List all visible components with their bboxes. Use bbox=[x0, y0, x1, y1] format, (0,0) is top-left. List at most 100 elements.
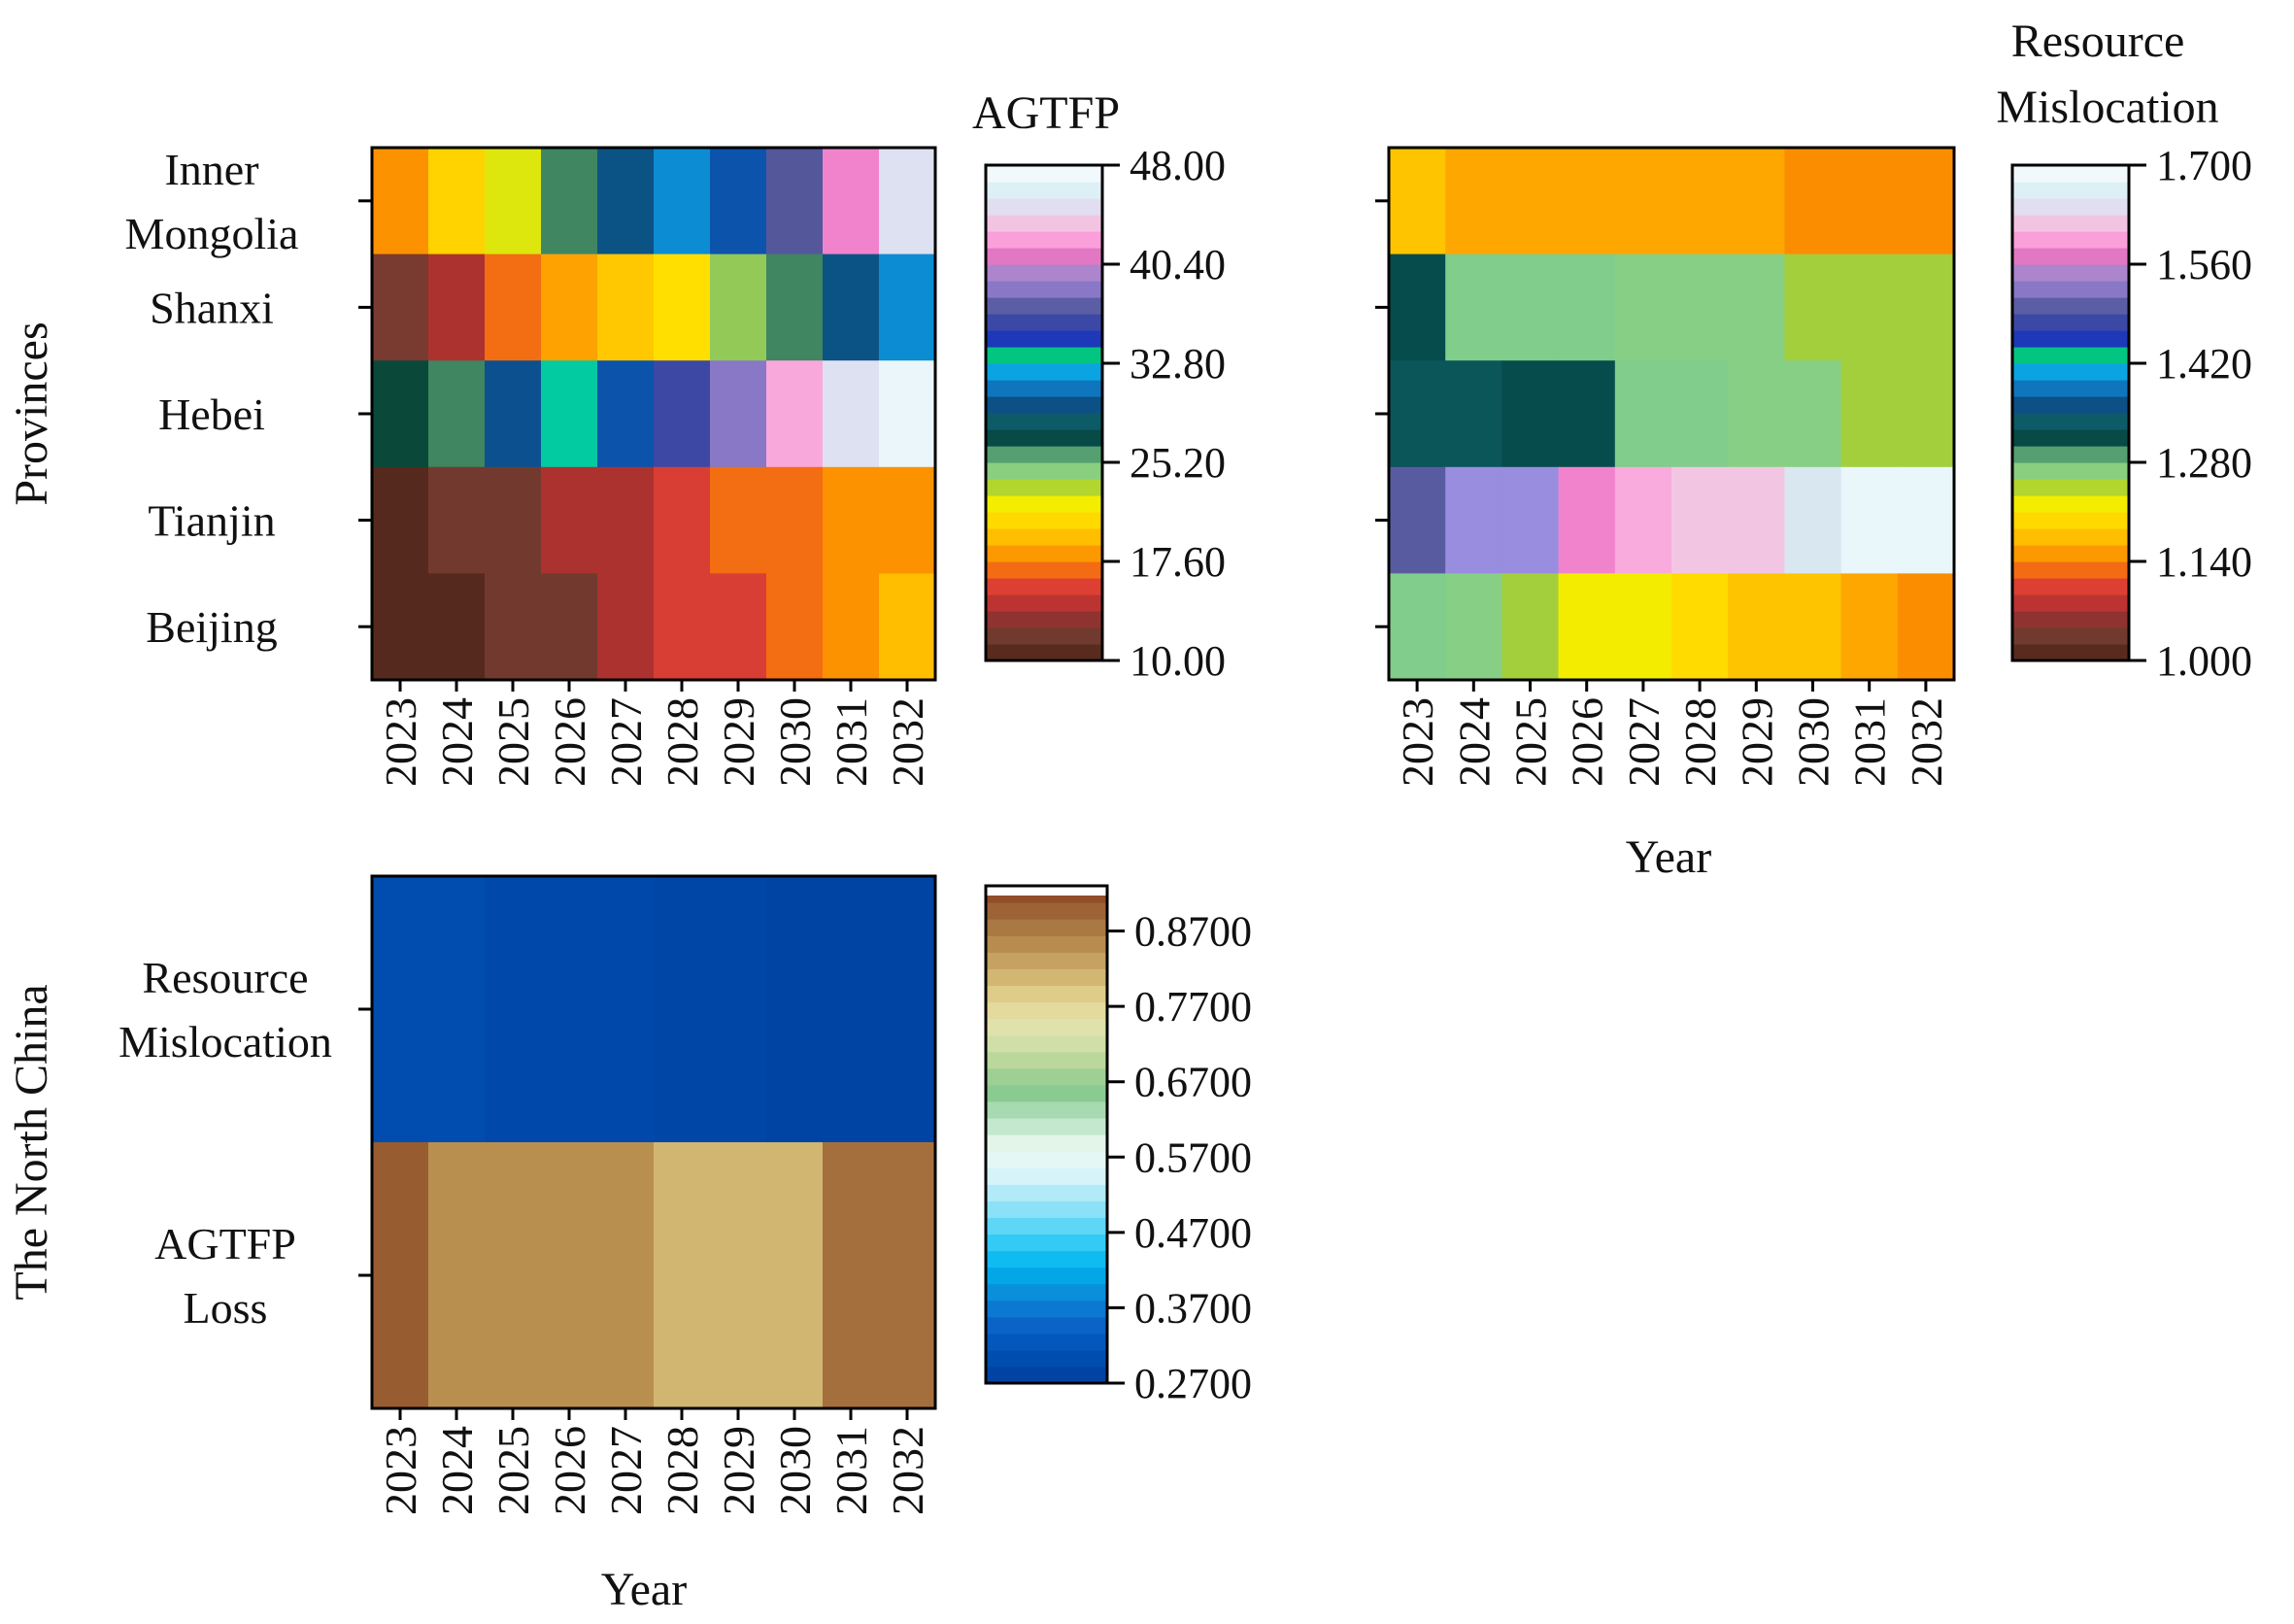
heatmap-cell bbox=[710, 148, 767, 255]
heatmap-agtfp-frame bbox=[370, 146, 937, 682]
heatmap-cell bbox=[1671, 254, 1729, 361]
x-tick-label: 2028 bbox=[1675, 697, 1725, 787]
y-tick-label: Mongolia bbox=[125, 209, 299, 258]
heatmap-cell bbox=[1840, 573, 1899, 681]
colorbar-band bbox=[2012, 396, 2129, 414]
heatmap-cell bbox=[766, 573, 824, 681]
heatmap-cell bbox=[1558, 466, 1616, 574]
x-tick-label: 2032 bbox=[883, 1426, 932, 1515]
colorbar-band bbox=[2012, 429, 2129, 447]
y-axis-title-north-china: The North China bbox=[6, 984, 57, 1300]
colorbar-band bbox=[2012, 479, 2129, 496]
heatmap-cell bbox=[1671, 148, 1729, 255]
y-tick-label: Tianjin bbox=[148, 496, 275, 546]
x-tick-label: 2026 bbox=[1563, 697, 1612, 787]
x-tick-label: 2028 bbox=[658, 697, 707, 787]
colorbar-resource-mislocation-frame bbox=[2010, 163, 2131, 662]
heatmap-cell bbox=[597, 148, 655, 255]
colorbar-tick-label: 1.700 bbox=[2156, 142, 2252, 189]
heatmap-cell bbox=[1840, 466, 1899, 574]
colorbar-band bbox=[986, 1333, 1107, 1351]
heatmap-cell bbox=[428, 876, 486, 1143]
heatmap-cell bbox=[1558, 360, 1616, 468]
heatmap-cell bbox=[428, 1142, 486, 1409]
colorbar-band bbox=[986, 380, 1102, 397]
colorbar-band bbox=[986, 952, 1107, 969]
colorbar-band bbox=[2012, 561, 2129, 579]
heatmap-cell bbox=[1558, 254, 1616, 361]
heatmap-cell bbox=[766, 1142, 824, 1409]
colorbar-band bbox=[986, 297, 1102, 315]
colorbar-band bbox=[986, 1067, 1107, 1086]
colorbar-band bbox=[2012, 611, 2129, 628]
x-tick-label: 2025 bbox=[489, 1426, 538, 1515]
heatmap-cell bbox=[1897, 573, 1955, 681]
colorbar-band bbox=[986, 1201, 1107, 1218]
y-tick-label: Inner bbox=[164, 145, 258, 194]
heatmap-cell bbox=[879, 360, 936, 468]
colorbar-band bbox=[2012, 495, 2129, 513]
colorbar-band bbox=[2012, 215, 2129, 232]
heatmap-cell bbox=[823, 876, 880, 1143]
heatmap-cell bbox=[1671, 466, 1729, 574]
colorbar-tick-label: 40.40 bbox=[1130, 241, 1226, 288]
x-axis-title-year-top: Year bbox=[1626, 831, 1711, 883]
heatmap-cell bbox=[1784, 466, 1842, 574]
heatmap-cell bbox=[1840, 148, 1899, 255]
colorbar-band bbox=[2012, 594, 2129, 612]
y-tick-label: Hebei bbox=[158, 389, 265, 439]
colorbar-band bbox=[986, 363, 1102, 381]
colorbar-band bbox=[986, 462, 1102, 480]
heatmap-cell bbox=[823, 466, 880, 574]
colorbar-band bbox=[986, 429, 1102, 447]
colorbar-tick-label: 25.20 bbox=[1130, 439, 1226, 487]
colorbar-band bbox=[986, 611, 1102, 628]
colorbar-north-china-bands bbox=[986, 886, 1107, 1384]
heatmap-cell bbox=[766, 876, 824, 1143]
heatmap-cell bbox=[823, 254, 880, 361]
heatmap-cell bbox=[1389, 148, 1446, 255]
heatmap-cell bbox=[879, 573, 936, 681]
colorbar-tick-label: 0.2700 bbox=[1134, 1360, 1252, 1407]
heatmap-cell bbox=[597, 254, 655, 361]
x-tick-label: 2029 bbox=[714, 697, 763, 787]
y-tick-label: Beijing bbox=[146, 602, 277, 652]
heatmap-cell bbox=[485, 360, 542, 468]
colorbar-band bbox=[2012, 627, 2129, 645]
x-tick-label: 2023 bbox=[1393, 697, 1442, 787]
colorbar-band bbox=[986, 1300, 1107, 1318]
x-tick-label: 2024 bbox=[1449, 697, 1499, 787]
heatmap-cell bbox=[1501, 360, 1560, 468]
colorbar-band bbox=[2012, 248, 2129, 265]
heatmap-cell bbox=[710, 360, 767, 468]
heatmap-cell bbox=[1840, 360, 1899, 468]
colorbar-band bbox=[986, 446, 1102, 463]
heatmap-cell bbox=[541, 254, 598, 361]
colorbar-band bbox=[986, 1234, 1107, 1252]
heatmap-cell bbox=[823, 1142, 880, 1409]
heatmap-cell bbox=[1784, 573, 1842, 681]
colorbar-resource-title-line2: Mislocation bbox=[1996, 82, 2218, 133]
colorbar-band bbox=[986, 1283, 1107, 1302]
heatmap-cell bbox=[485, 1142, 542, 1409]
heatmap-cell bbox=[1445, 148, 1502, 255]
colorbar-band bbox=[2012, 462, 2129, 480]
colorbar-north-china: 0.2700 0.3700 0.4700 0.5700 0.6700 0.7700 0.87… bbox=[984, 884, 1252, 1407]
heatmap-north-china-xticks: 2023 2024 2025 2026 2027 2028 2029 2030 2031 2032 bbox=[376, 1408, 932, 1515]
colorbar-band bbox=[986, 1151, 1107, 1168]
heatmap-cell bbox=[823, 148, 880, 255]
heatmap-cell bbox=[1445, 466, 1502, 574]
heatmap-cell bbox=[597, 466, 655, 574]
heatmap-cell bbox=[485, 876, 542, 1143]
colorbar-tick-label: 10.00 bbox=[1130, 637, 1226, 685]
colorbar-band bbox=[986, 182, 1102, 199]
heatmap-cell bbox=[1784, 360, 1842, 468]
y-axis-title-provinces: Provinces bbox=[6, 321, 57, 505]
colorbar-band bbox=[986, 314, 1102, 331]
colorbar-band bbox=[986, 1250, 1107, 1269]
heatmap-resource-mislocation: 2023 2024 2025 2026 2027 2028 2029 2030 2031 2032… bbox=[1375, 146, 1956, 883]
colorbar-band bbox=[2012, 165, 2129, 183]
heatmap-cell bbox=[1671, 360, 1729, 468]
heatmap-cell bbox=[428, 148, 486, 255]
